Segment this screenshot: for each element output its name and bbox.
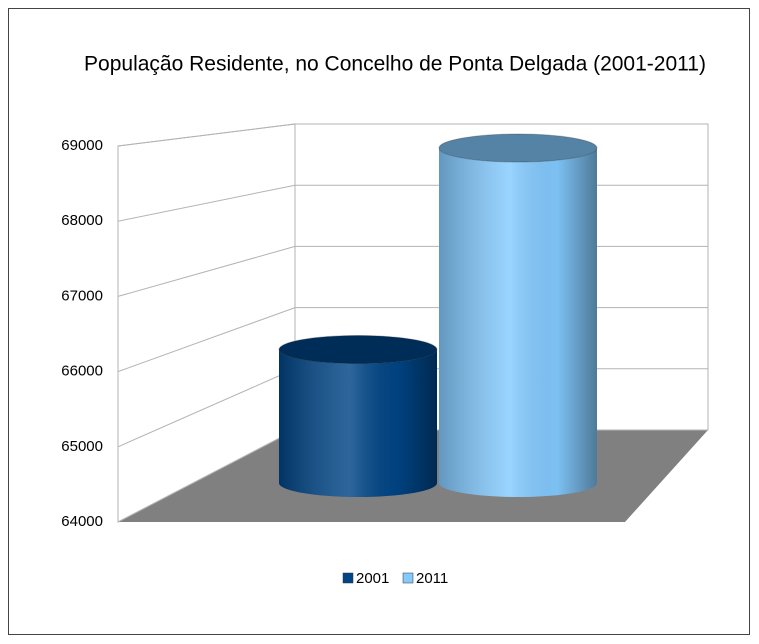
y-tick-label: 69000 xyxy=(61,137,103,154)
plot-area: 64000 65000 66000 67000 68000 69000 xyxy=(61,123,709,530)
bar-top-shade xyxy=(279,335,437,364)
bar-top-shade xyxy=(439,134,597,163)
bar-top xyxy=(438,133,598,163)
legend-label: 2001 xyxy=(356,570,389,587)
y-tick-label: 67000 xyxy=(61,287,103,304)
legend-label: 2011 xyxy=(416,570,448,587)
y-tick-label: 66000 xyxy=(61,363,103,380)
legend: 2001 2011 xyxy=(342,570,448,587)
y-tick-label: 64000 xyxy=(61,513,103,530)
chart-title: População Residente, no Concelho de Pont… xyxy=(84,53,706,76)
y-tick-label: 68000 xyxy=(61,212,103,229)
grid-line xyxy=(117,123,708,147)
bar-shade xyxy=(279,349,438,497)
y-tick-label: 65000 xyxy=(61,438,103,455)
legend-swatch xyxy=(342,572,354,584)
legend-swatch xyxy=(402,572,414,584)
bar-shade xyxy=(439,148,597,498)
bar-top xyxy=(278,335,438,365)
